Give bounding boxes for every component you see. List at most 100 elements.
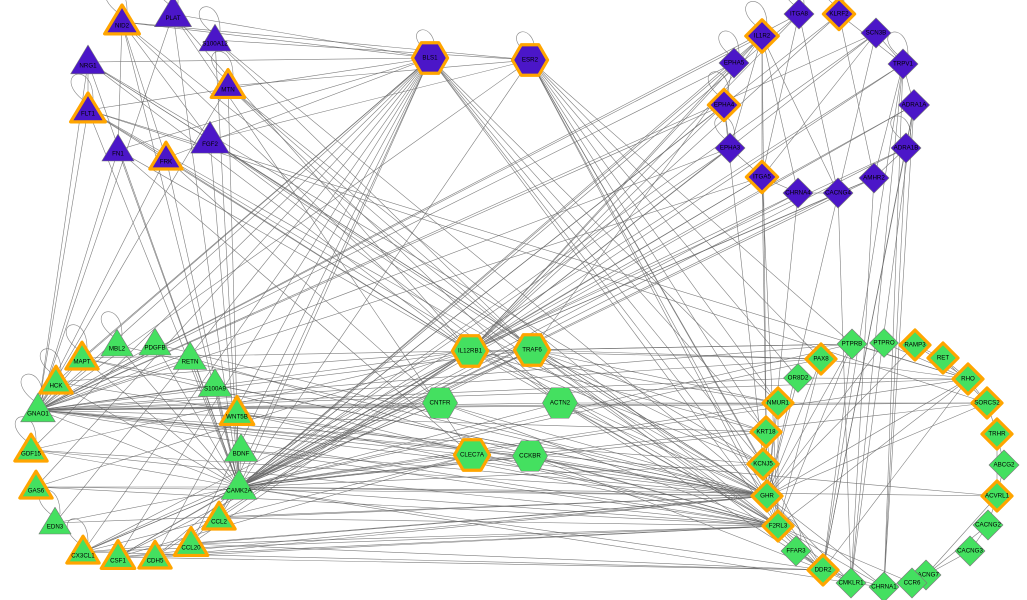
graph-edge [165, 157, 441, 404]
node-shape-triangle[interactable] [38, 364, 74, 395]
graph-edge [238, 463, 764, 488]
node-shape-diamond[interactable] [718, 47, 750, 79]
node-shape-diamond[interactable] [835, 567, 867, 599]
node-shape-diamond[interactable] [746, 447, 780, 481]
node-shape-diamond[interactable] [714, 132, 746, 164]
node-shape-triangle[interactable] [172, 526, 210, 558]
node-shape-diamond[interactable] [869, 328, 899, 358]
graph-edge [37, 13, 174, 411]
graph-edge [227, 85, 779, 527]
node-shape-triangle[interactable] [137, 539, 173, 570]
node-shape-triangle[interactable] [154, 0, 192, 27]
node-shape-triangle[interactable] [172, 341, 208, 370]
node-shape-diamond[interactable] [750, 479, 784, 513]
graph-node-clec7a[interactable]: CLEC7A [452, 438, 492, 472]
node-shape-diamond[interactable] [898, 89, 930, 121]
node-shape-hexagon[interactable] [542, 387, 578, 419]
node-shape-diamond[interactable] [804, 342, 838, 376]
node-shape-diamond[interactable] [761, 386, 795, 420]
node-shape-triangle[interactable] [18, 469, 54, 500]
node-shape-diamond[interactable] [761, 509, 795, 543]
node-shape-hexagon[interactable] [512, 333, 552, 367]
graph-edge [214, 384, 768, 497]
node-shape-triangle[interactable] [190, 120, 230, 154]
graph-self-loop-edge [66, 324, 88, 351]
node-shape-diamond[interactable] [836, 328, 868, 360]
node-shape-diamond[interactable] [706, 87, 742, 123]
node-shape-triangle[interactable] [38, 506, 72, 535]
node-shape-diamond[interactable] [821, 0, 857, 32]
graph-edge [37, 104, 725, 411]
node-shape-diamond[interactable] [970, 386, 1004, 420]
node-shape-hexagon[interactable] [452, 438, 492, 472]
node-shape-diamond[interactable] [749, 415, 783, 449]
node-shape-diamond[interactable] [858, 162, 890, 194]
node-shape-diamond[interactable] [951, 362, 985, 396]
node-shape-diamond[interactable] [744, 159, 780, 195]
node-shape-diamond[interactable] [782, 177, 814, 209]
node-shape-triangle[interactable] [101, 133, 135, 162]
node-shape-triangle[interactable] [13, 432, 49, 463]
graph-edge [189, 357, 779, 527]
node-shape-triangle[interactable] [223, 433, 259, 462]
node-shape-triangle[interactable] [148, 140, 184, 171]
node-shape-diamond[interactable] [926, 341, 960, 375]
graph-edge [190, 525, 779, 545]
node-shape-diamond[interactable] [780, 535, 812, 567]
graph-self-loop-edge [887, 31, 909, 57]
graph-edge [121, 21, 240, 488]
node-shape-diamond[interactable] [972, 509, 1004, 541]
node-shape-triangle[interactable] [201, 500, 237, 531]
graph-edge [37, 157, 167, 411]
node-shape-triangle[interactable] [99, 539, 137, 571]
graph-edge [469, 192, 839, 352]
graph-edge [37, 378, 969, 411]
node-shape-diamond[interactable] [783, 363, 813, 393]
node-shape-triangle[interactable] [197, 368, 233, 397]
node-shape-hexagon[interactable] [422, 387, 458, 419]
node-shape-diamond[interactable] [744, 18, 780, 54]
node-shape-diamond[interactable] [822, 177, 854, 209]
node-shape-triangle[interactable] [100, 328, 134, 357]
graph-edge [559, 402, 824, 571]
graph-edge [469, 63, 904, 352]
node-shape-diamond[interactable] [806, 553, 840, 587]
graph-edge [469, 13, 840, 352]
graph-edge [55, 381, 240, 488]
node-shape-diamond[interactable] [887, 48, 919, 80]
node-shape-triangle[interactable] [70, 44, 106, 75]
node-shape-triangle[interactable] [64, 340, 100, 371]
node-shape-diamond[interactable] [980, 479, 1014, 513]
graph-node-il12rb1[interactable]: IL12RB1 [450, 334, 490, 368]
node-shape-diamond[interactable] [868, 571, 900, 600]
node-shape-triangle[interactable] [209, 68, 247, 100]
graph-node-esr2[interactable]: ESR2 [510, 43, 550, 77]
node-shape-triangle[interactable] [220, 469, 258, 500]
node-shape-triangle[interactable] [198, 23, 232, 52]
graph-edge [240, 449, 779, 527]
node-shape-diamond[interactable] [954, 535, 986, 567]
graph-edge [209, 139, 533, 351]
node-shape-triangle[interactable] [69, 91, 107, 124]
node-shape-diamond[interactable] [988, 449, 1020, 481]
node-shape-diamond[interactable] [896, 567, 928, 599]
node-shape-hexagon[interactable] [512, 440, 548, 472]
node-shape-diamond[interactable] [980, 417, 1014, 451]
node-shape-diamond[interactable] [898, 328, 932, 362]
graph-node-bls1[interactable]: BLS1 [410, 41, 450, 75]
node-shape-hexagon[interactable] [450, 334, 490, 368]
graph-edge [766, 402, 988, 497]
node-shape-triangle[interactable] [218, 395, 256, 427]
node-shape-triangle[interactable] [20, 392, 56, 423]
node-shape-hexagon[interactable] [410, 41, 450, 75]
node-shape-diamond[interactable] [860, 17, 892, 49]
node-shape-diamond[interactable] [783, 0, 815, 30]
node-shape-diamond[interactable] [890, 132, 922, 164]
graph-edge [238, 402, 561, 488]
node-shape-triangle[interactable] [65, 534, 101, 565]
node-shape-hexagon[interactable] [510, 43, 550, 77]
node-shape-triangle[interactable] [103, 3, 141, 36]
node-shape-triangle[interactable] [138, 327, 172, 356]
graph-node-traf6[interactable]: TRAF6 [512, 333, 552, 367]
